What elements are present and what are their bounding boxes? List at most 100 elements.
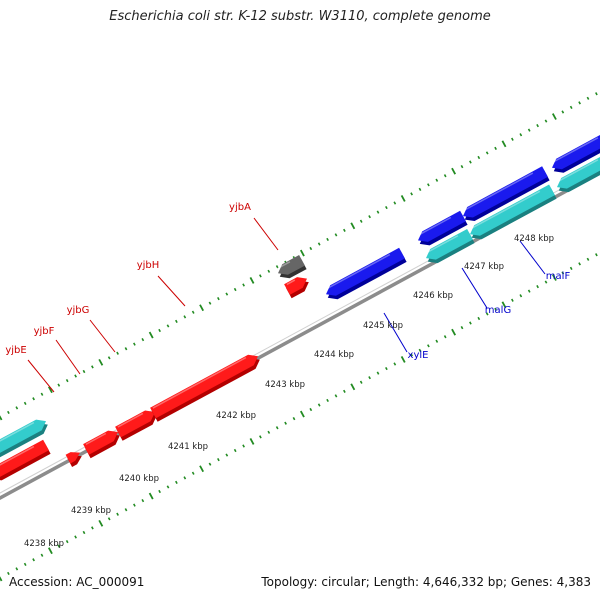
tick-upper-minor bbox=[410, 192, 413, 196]
gene-malK-cyan-arrow-shine bbox=[469, 190, 541, 230]
accession-text: Accession: AC_000091 bbox=[9, 575, 145, 589]
tick-upper-minor bbox=[141, 337, 145, 342]
tick-lower-minor bbox=[595, 253, 598, 257]
tick-lower-minor bbox=[359, 380, 363, 384]
map-title: Escherichia coli str. K-12 substr. W3110… bbox=[109, 9, 491, 24]
tick-upper-minor bbox=[191, 310, 195, 314]
tick-upper-minor bbox=[32, 397, 35, 401]
tick-upper-minor bbox=[259, 274, 262, 278]
tick-lower-minor bbox=[292, 417, 296, 421]
scale-label: 4241 kbp bbox=[168, 442, 208, 452]
tick-upper-minor bbox=[359, 219, 363, 223]
tick-upper-minor bbox=[485, 151, 489, 155]
gene-lamB-cyan-arrow-face bbox=[557, 156, 600, 189]
tick-upper-minor bbox=[317, 242, 321, 246]
tick-upper-minor bbox=[519, 133, 523, 137]
tick-upper-minor bbox=[334, 233, 338, 237]
gene-label-yjbA: yjbA bbox=[229, 202, 251, 213]
label-leaders bbox=[27, 217, 546, 393]
gene-label-yjbH: yjbH bbox=[137, 260, 160, 271]
gene-blue-right-arrow-shine bbox=[551, 137, 599, 164]
leader-yjbA bbox=[253, 217, 279, 251]
tick-upper-major bbox=[47, 386, 53, 394]
topology-summary: Topology: circular; Length: 4,646,332 bp… bbox=[261, 575, 591, 589]
gene-cyan-left-arrow-shine bbox=[0, 421, 35, 442]
tick-upper-minor bbox=[544, 119, 548, 123]
tick-upper-minor bbox=[385, 205, 388, 210]
tick-upper-minor bbox=[595, 92, 598, 96]
tick-upper-minor bbox=[225, 292, 229, 296]
tick-upper-minor bbox=[74, 374, 77, 378]
tick-lower-minor bbox=[7, 571, 10, 576]
tick-lower-major bbox=[299, 410, 305, 418]
tick-lower-minor bbox=[477, 316, 481, 321]
tick-upper-minor bbox=[175, 319, 178, 324]
gene-pseudo-gray-face bbox=[278, 255, 305, 275]
tick-lower-minor bbox=[57, 544, 61, 548]
gene-yjbG-arrow bbox=[115, 410, 157, 441]
tick-lower-minor bbox=[15, 567, 19, 571]
scale-label: 4240 kbp bbox=[119, 474, 159, 484]
tick-lower-minor bbox=[485, 312, 489, 316]
tick-lower-major bbox=[249, 437, 255, 445]
scale-label: 4243 kbp bbox=[265, 380, 305, 390]
tick-lower-minor bbox=[284, 421, 287, 425]
tick-upper-minor bbox=[443, 174, 447, 178]
tick-upper-minor bbox=[494, 146, 497, 150]
tick-lower-minor bbox=[267, 430, 271, 434]
tick-upper-major bbox=[299, 249, 305, 257]
leader-malG bbox=[461, 267, 488, 309]
tick-lower-minor bbox=[32, 558, 35, 562]
tick-lower-minor bbox=[141, 498, 145, 503]
tick-upper-minor bbox=[427, 183, 430, 187]
tick-track-upper bbox=[0, 92, 598, 421]
tick-lower-minor bbox=[385, 366, 388, 371]
tick-upper-major bbox=[551, 113, 557, 120]
gene-lamB-cyan-arrow bbox=[556, 156, 600, 193]
gene-malE-cyan-arrow-shine bbox=[425, 235, 459, 254]
tick-lower-minor bbox=[65, 539, 69, 544]
tick-lower-major bbox=[47, 547, 53, 555]
tick-upper-major bbox=[350, 222, 356, 230]
tick-upper-minor bbox=[435, 178, 439, 182]
gene-blue-right-arrow bbox=[551, 134, 600, 173]
tick-lower-major bbox=[400, 356, 406, 363]
tick-upper-minor bbox=[208, 301, 212, 305]
gene-cyan-left-arrow bbox=[0, 419, 48, 458]
tick-upper-major bbox=[249, 276, 255, 284]
tick-lower-minor bbox=[536, 285, 539, 289]
tick-lower-minor bbox=[393, 362, 397, 366]
tick-lower-minor bbox=[427, 344, 430, 348]
tick-upper-minor bbox=[511, 137, 514, 141]
tick-upper-minor bbox=[393, 201, 397, 205]
gene-xylE-arrow-shine bbox=[325, 253, 391, 290]
tick-upper-major bbox=[148, 331, 154, 339]
tick-lower-minor bbox=[578, 262, 581, 266]
scale-label: 4242 kbp bbox=[216, 411, 256, 421]
scale-label: 4245 kbp bbox=[363, 321, 403, 331]
tick-upper-minor bbox=[183, 315, 187, 319]
tick-upper-minor bbox=[65, 378, 69, 383]
gene-yjbA-arrow bbox=[284, 277, 309, 299]
tick-upper-minor bbox=[536, 124, 539, 128]
tick-lower-minor bbox=[435, 339, 439, 343]
tick-lower-minor bbox=[494, 307, 497, 311]
gene-pseudo-gray bbox=[277, 255, 307, 279]
tick-upper-minor bbox=[242, 283, 245, 287]
gene-malE-cyan-arrow bbox=[425, 229, 475, 264]
gene-malK-cyan-arrow-face bbox=[470, 184, 555, 236]
tick-lower-minor bbox=[326, 398, 329, 403]
tick-lower-minor bbox=[368, 376, 371, 380]
tick-upper-minor bbox=[418, 187, 422, 191]
tick-upper-minor bbox=[477, 155, 481, 160]
gene-label-malF: malF bbox=[546, 271, 571, 282]
gene-yjbA-arrow-shine bbox=[286, 279, 296, 286]
tick-lower-minor bbox=[40, 553, 44, 557]
tick-upper-minor bbox=[57, 383, 61, 387]
tick-lower-minor bbox=[334, 394, 338, 398]
tick-lower-minor bbox=[460, 325, 464, 330]
tick-upper-minor bbox=[527, 128, 531, 132]
gene-xylE-arrow bbox=[325, 247, 407, 300]
gene-red-left-arrow-face bbox=[0, 439, 49, 477]
